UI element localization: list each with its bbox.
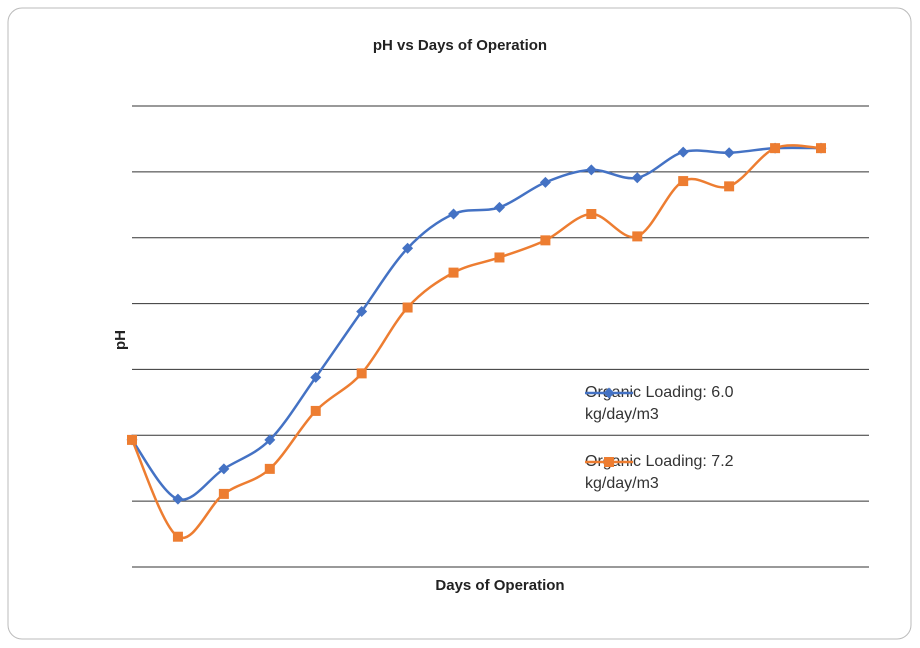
marker [127, 434, 137, 445]
marker [723, 147, 735, 159]
marker [264, 434, 276, 446]
marker [310, 405, 321, 416]
marker [540, 235, 551, 246]
legend-marker [603, 387, 615, 399]
marker [632, 231, 643, 242]
marker [356, 368, 367, 379]
marker [816, 143, 826, 154]
marker [310, 371, 322, 383]
marker [677, 146, 689, 158]
marker [448, 267, 459, 278]
legend-marker [604, 457, 614, 467]
marker [494, 252, 505, 263]
marker [448, 208, 460, 220]
legend-swatch [585, 457, 633, 467]
chart-title: pH vs Days of Operation [373, 37, 547, 54]
legend-label: Organic Loading: 7.2 kg/day/m3 [585, 453, 734, 492]
marker [586, 209, 597, 220]
marker [770, 143, 781, 154]
marker [493, 201, 505, 213]
x-axis-title: Days of Operation [435, 577, 564, 594]
marker [356, 305, 368, 317]
y-axis-title: pH [112, 330, 129, 350]
legend-entry: Organic Loading: 6.0 kg/day/m3 [585, 382, 790, 426]
chart-frame [7, 7, 912, 640]
marker [631, 172, 643, 184]
legend-entry: Organic Loading: 7.2 kg/day/m3 [585, 451, 790, 495]
marker [678, 176, 689, 187]
marker [218, 488, 229, 499]
series-line [130, 144, 822, 540]
marker [172, 493, 184, 505]
legend-label: Organic Loading: 6.0 kg/day/m3 [585, 384, 734, 423]
marker [402, 302, 413, 313]
marker [172, 531, 183, 542]
marker [218, 463, 230, 475]
marker [585, 164, 597, 176]
marker [539, 176, 551, 188]
marker [402, 242, 414, 254]
marker [264, 463, 275, 474]
legend-swatch [585, 387, 633, 399]
series-line [130, 146, 822, 501]
marker [724, 181, 735, 192]
